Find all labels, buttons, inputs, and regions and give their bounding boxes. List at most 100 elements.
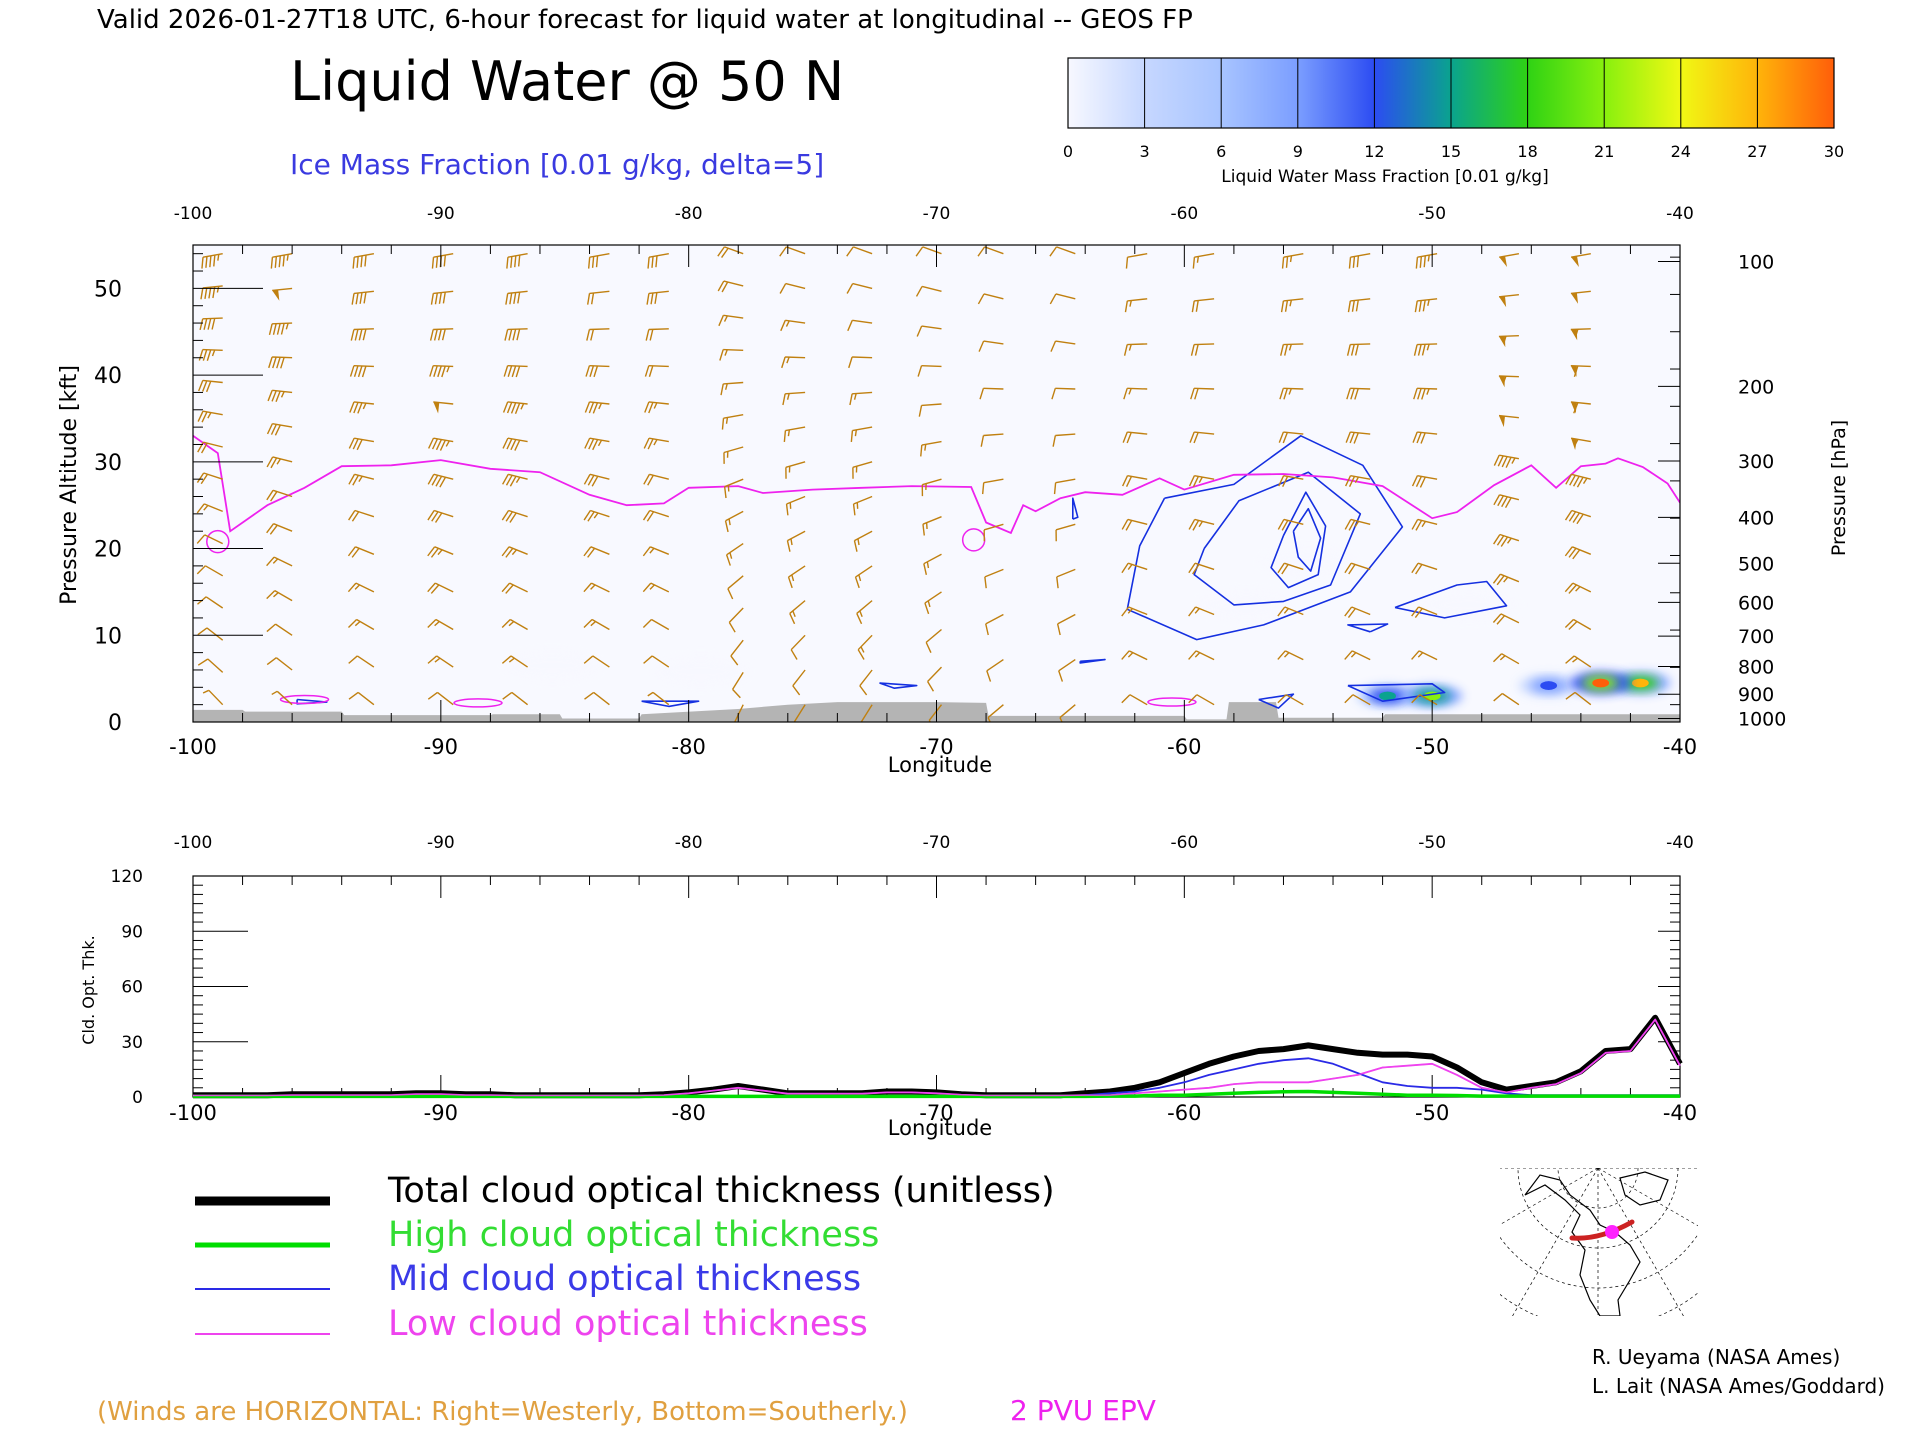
epv-loop [279,694,330,705]
wind-barb-half-feather [859,610,863,618]
wind-barb-staff [1419,694,1438,706]
wind-barb [196,534,224,545]
wind-barb-feather [584,437,591,449]
wind-barb [790,634,806,660]
wind-barb-staff [1501,692,1520,706]
wind-barb-staff [589,365,610,368]
inset-location-marker [1605,1225,1619,1239]
wind-barb-half-feather [1421,521,1427,528]
wind-barb-staff [1570,290,1591,295]
wind-barb-feather [274,256,278,268]
wind-barb-half-feather [1511,457,1516,464]
wind-barb [1493,454,1520,468]
wind-barb-staff [433,328,454,331]
wind-barb-feather [592,439,599,451]
wind-barb-feather [1493,494,1501,506]
inset-meridian [1500,1168,1599,1225]
wind-barb-feather [505,474,513,486]
wind-barb [1344,518,1371,531]
wind-barb-feather [271,390,277,402]
wind-barb-feather [1348,476,1356,488]
wind-barb-feather [1350,388,1355,400]
wind-barb-staff [1574,691,1592,706]
wind-barb-feather [1058,670,1064,682]
wind-barb-feather [280,323,285,335]
wind-barb-feather [1192,257,1196,269]
wind-barb [925,628,942,654]
wind-barb-feather [1505,457,1512,468]
wind-barb-feather [1573,402,1579,414]
wind-barb-feather [1059,717,1066,722]
wind-barb-feather [924,602,930,615]
wind-barb-feather [1349,432,1355,444]
wind-barb [1056,568,1076,589]
wind-barb [200,285,223,300]
wind-barb-feather [1281,520,1289,531]
wind-barb-feather [201,411,208,423]
wind-barb-feather [501,619,511,629]
wind-barb [427,655,454,668]
wind-barb-staff [1055,340,1076,345]
wind-barb-feather [361,365,367,378]
wind-barb [849,391,873,406]
wind-barb [728,607,744,633]
wind-barb [271,690,293,706]
wind-barb-feather [1190,388,1195,400]
wind-barb-staff [202,317,223,320]
wind-barb-half-feather [520,403,525,410]
wind-barb-feather [1504,497,1512,509]
wind-barb [642,509,670,522]
wind-barb-half-feather [1503,376,1507,383]
wind-barb [785,495,806,516]
wind-barb-staff [1058,659,1076,672]
wind-barb-pennant [1571,256,1579,267]
wind-barb [1564,509,1592,525]
wind-barb-feather [266,523,275,534]
wind-barb [1347,298,1371,313]
wind-barb-feather [649,329,654,341]
wind-barb-feather [269,524,278,535]
wind-barb-feather [266,556,275,567]
liquid-water-blob [1421,590,1518,619]
wind-barb-staff [1194,387,1215,390]
wind-barb-feather [642,619,652,629]
wind-barb [783,426,806,442]
wind-barb [427,473,454,488]
wind-barb-feather [349,401,355,413]
wind-barb [643,437,669,450]
wind-barb-feather [352,257,355,269]
wind-barb [1188,475,1215,488]
wind-barb [506,253,528,269]
wind-barb [1190,387,1215,400]
wind-barb-half-feather [1288,344,1292,351]
wind-barb-staff [1417,387,1438,390]
wind-barb-feather [643,474,651,485]
wind-barb-feather [266,489,274,501]
optical-y-tick-label: 60 [121,978,143,998]
wind-barb [197,410,223,423]
wind-barb-feather [509,475,517,487]
y-tick-label-left: 10 [94,624,122,649]
wind-barb-feather [1572,475,1580,487]
wind-barb-feather [1411,694,1421,704]
wind-barb-feather [353,365,359,377]
wind-barb-staff [1570,253,1591,258]
wind-barb [1498,335,1519,348]
wind-barb [647,253,669,269]
wind-barb-feather [427,510,435,521]
x-tick-label-bottom: -70 [919,735,953,759]
wind-barb-feather [1281,564,1289,575]
wind-barb-feather [1568,547,1577,558]
wind-barb [1121,694,1148,706]
wind-barb-feather [779,246,787,257]
wind-barb-feather [584,401,591,413]
colorbar-tick-label: 24 [1671,142,1691,161]
wind-barb [719,348,744,361]
wind-barb [266,489,293,502]
wind-barb [427,509,454,523]
wind-barb [918,403,942,417]
wind-barb-half-feather [273,592,279,598]
wind-barb-feather [430,584,440,594]
wind-barb-staff [983,523,1004,531]
wind-barb-feather [1356,255,1360,268]
